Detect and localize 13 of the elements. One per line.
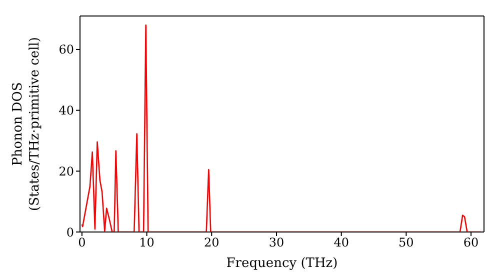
x-tick-label: 50	[398, 236, 414, 250]
x-tick-label: 40	[334, 236, 349, 250]
y-tick-label: 60	[58, 42, 74, 57]
x-tick-label: 60	[463, 236, 479, 250]
x-axis-title: Frequency (THz)	[226, 256, 338, 271]
x-tick-label: 0	[78, 236, 86, 250]
y-tick-label: 0	[66, 225, 74, 240]
y-tick-label: 20	[58, 164, 74, 178]
x-tick-label: 10	[139, 236, 154, 250]
y-axis-title: Phonon DOS (States/THz·primitive cell)	[10, 36, 42, 212]
x-tick-label: 20	[204, 236, 220, 250]
y-tick-label: 40	[58, 104, 74, 118]
x-tick-label: 30	[268, 236, 284, 250]
